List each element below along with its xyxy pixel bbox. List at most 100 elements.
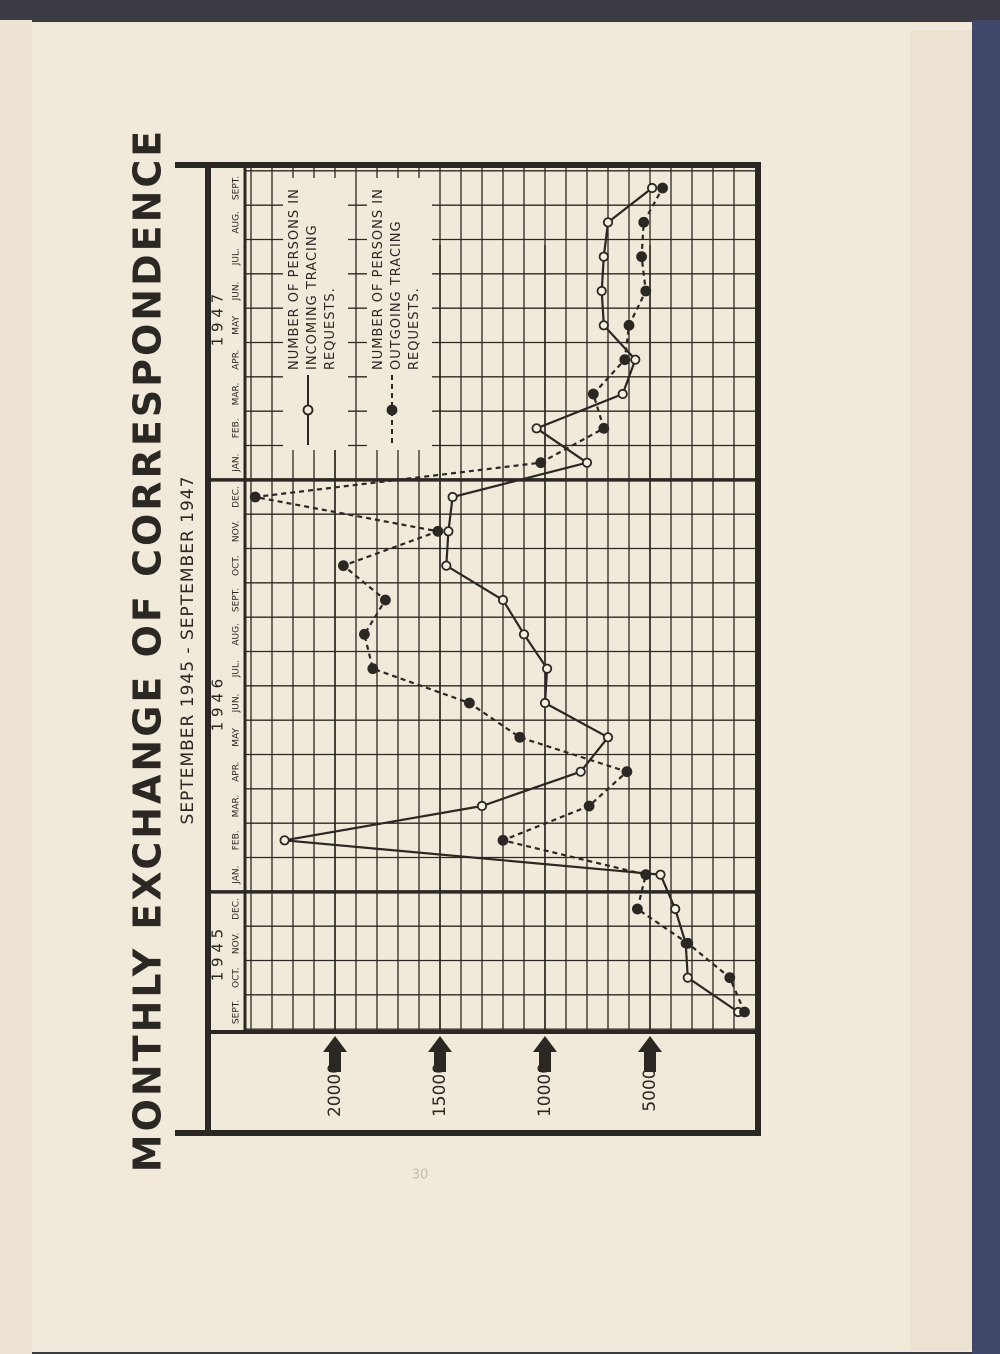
x-tick-label: OCT. xyxy=(232,555,242,576)
data-point xyxy=(682,972,693,983)
data-point xyxy=(539,697,551,709)
x-tick-label: SEPT. xyxy=(232,176,242,200)
y-tick-label: 5000 xyxy=(640,1068,660,1111)
data-point xyxy=(623,319,635,331)
x-tick-label: NOV. xyxy=(232,933,242,955)
page-edge xyxy=(910,30,972,1350)
x-tick-label: JUL. xyxy=(232,660,242,678)
x-tick-label: JAN. xyxy=(232,454,242,473)
legend-entry: NUMBER OF PERSONS IN OUTGOING TRACING RE… xyxy=(371,188,422,370)
x-tick-label: MAR. xyxy=(232,383,242,406)
legend-bg xyxy=(283,178,348,450)
data-point xyxy=(337,560,349,572)
y-tick-label: 10000 xyxy=(535,1063,555,1117)
data-point xyxy=(358,628,370,640)
data-point xyxy=(598,251,609,262)
data-point xyxy=(514,731,526,743)
data-point xyxy=(447,491,458,503)
x-tick-label: JAN. xyxy=(232,866,242,885)
chart-area: 5000 10000 15000 20000 1 9 4 5 1 9 4 6 1 9 4 7… xyxy=(175,162,761,1136)
x-tick-label: JUN. xyxy=(232,694,242,714)
x-tick-label: MAR. xyxy=(232,795,242,818)
data-point xyxy=(379,594,391,606)
x-tick-label: AUG. xyxy=(232,623,242,646)
legend-marker xyxy=(302,404,314,416)
legend-text-box: NUMBER OF PERSONS IN OUTGOING TRACING RE… xyxy=(371,188,422,370)
data-point xyxy=(638,216,650,228)
x-tick-label: APR. xyxy=(232,761,242,781)
data-point xyxy=(646,182,658,194)
tick-arrow xyxy=(533,1036,557,1072)
data-point xyxy=(587,388,599,400)
legend-label: NUMBER OF PERSONS IN OUTGOING TRACING RE… xyxy=(371,188,422,370)
data-point xyxy=(630,354,641,365)
data-point xyxy=(619,354,631,366)
data-point xyxy=(655,869,666,880)
tick-arrow xyxy=(323,1036,347,1072)
x-tick-label: FEB. xyxy=(232,418,242,438)
data-point xyxy=(632,903,643,915)
data-point xyxy=(497,834,509,846)
data-point xyxy=(541,663,553,674)
x-tick-label: NOV. xyxy=(232,521,242,543)
year-label: 1 9 4 5 xyxy=(209,929,227,981)
data-point xyxy=(598,320,609,331)
frame xyxy=(205,162,761,1136)
data-point xyxy=(583,800,595,812)
data-point xyxy=(441,560,452,571)
y-tick-label: 20000 xyxy=(325,1063,345,1117)
x-tick-label: FEB. xyxy=(232,830,242,850)
x-tick-label: AUG. xyxy=(232,211,242,234)
legend-text-box: NUMBER OF PERSONS IN INCOMING TRACING RE… xyxy=(287,188,338,370)
data-point xyxy=(596,285,607,297)
data-point xyxy=(249,491,261,503)
data-point xyxy=(682,937,694,949)
data-point xyxy=(617,388,628,400)
data-point xyxy=(367,663,379,675)
data-point xyxy=(531,423,542,434)
x-tick-label: MAY xyxy=(232,727,242,746)
data-point xyxy=(575,766,586,777)
x-tick-label: MAY xyxy=(232,315,242,334)
data-point xyxy=(581,457,593,468)
data-point xyxy=(535,457,547,469)
data-point xyxy=(518,629,530,640)
year-label: 1 9 4 6 xyxy=(209,679,227,731)
data-point xyxy=(724,972,736,984)
data-point xyxy=(463,697,475,709)
data-point xyxy=(476,800,488,812)
data-point xyxy=(739,1006,750,1018)
x-tick-label: DEC. xyxy=(232,486,242,508)
legend-bg xyxy=(367,178,432,450)
data-point xyxy=(657,182,668,194)
x-tick-label: APR. xyxy=(232,349,242,369)
binding xyxy=(972,20,1000,1354)
data-point xyxy=(602,732,614,743)
data-point xyxy=(636,251,647,263)
x-tick-label: JUL. xyxy=(232,248,242,266)
data-point xyxy=(602,217,614,228)
chart-subtitle: SEPTEMBER 1945 - SEPTEMBER 1947 xyxy=(178,476,198,825)
legend-label: NUMBER OF PERSONS IN INCOMING TRACING RE… xyxy=(287,188,338,370)
data-point xyxy=(670,903,681,915)
tick-arrow xyxy=(428,1036,452,1072)
x-tick-label: DEC. xyxy=(232,898,242,920)
chart-title: MONTHLY EXCHANGE OF CORRESPONDENCE xyxy=(126,128,170,1173)
tick-arrow xyxy=(638,1036,662,1072)
data-point xyxy=(621,766,633,778)
data-point xyxy=(443,526,454,537)
x-tick-label: JUN. xyxy=(232,282,242,302)
paper xyxy=(32,22,972,1352)
data-point xyxy=(497,594,509,606)
year-label: 1 9 4 7 xyxy=(209,294,227,346)
data-point xyxy=(279,835,290,846)
x-tick-label: SEPT. xyxy=(232,1000,242,1024)
legend-marker xyxy=(386,404,398,416)
data-point xyxy=(432,525,444,537)
x-tick-label: OCT. xyxy=(232,967,242,988)
x-tick-label: SEPT. xyxy=(232,588,242,612)
page-number: 30 xyxy=(412,1168,429,1183)
data-point xyxy=(640,285,652,297)
